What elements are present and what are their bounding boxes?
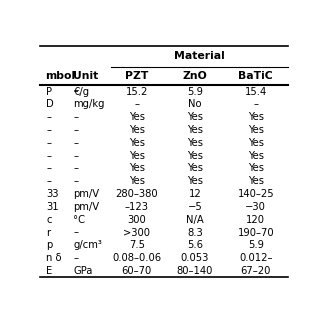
Text: 31: 31 <box>46 202 59 212</box>
Text: –: – <box>46 112 51 122</box>
Text: 300: 300 <box>127 215 146 225</box>
Text: P: P <box>46 87 52 97</box>
Text: Unit: Unit <box>74 71 99 81</box>
Text: Yes: Yes <box>248 125 264 135</box>
Text: 190–70: 190–70 <box>237 228 274 237</box>
Text: r: r <box>46 228 50 237</box>
Text: –123: –123 <box>125 202 149 212</box>
Text: –: – <box>134 100 139 109</box>
Text: Yes: Yes <box>248 138 264 148</box>
Text: 15.4: 15.4 <box>244 87 267 97</box>
Text: Yes: Yes <box>187 125 203 135</box>
Text: −30: −30 <box>245 202 266 212</box>
Text: Yes: Yes <box>129 176 145 186</box>
Text: Yes: Yes <box>248 176 264 186</box>
Text: 80–140: 80–140 <box>177 266 213 276</box>
Text: n δ: n δ <box>46 253 62 263</box>
Text: Yes: Yes <box>129 164 145 173</box>
Text: Yes: Yes <box>129 138 145 148</box>
Text: 5.9: 5.9 <box>187 87 203 97</box>
Text: 7.5: 7.5 <box>129 240 145 250</box>
Text: 0.053: 0.053 <box>181 253 209 263</box>
Text: –: – <box>74 125 78 135</box>
Text: N/A: N/A <box>186 215 204 225</box>
Text: 33: 33 <box>46 189 59 199</box>
Text: Yes: Yes <box>187 176 203 186</box>
Text: PZT: PZT <box>125 71 148 81</box>
Text: 12: 12 <box>188 189 201 199</box>
Text: –: – <box>74 151 78 161</box>
Text: Yes: Yes <box>187 112 203 122</box>
Text: No: No <box>188 100 202 109</box>
Text: Yes: Yes <box>187 138 203 148</box>
Text: 0.012–: 0.012– <box>239 253 273 263</box>
Text: p: p <box>46 240 52 250</box>
Text: –: – <box>46 176 51 186</box>
Text: 67–20: 67–20 <box>241 266 271 276</box>
Text: 5.6: 5.6 <box>187 240 203 250</box>
Text: –: – <box>74 138 78 148</box>
Text: –: – <box>46 125 51 135</box>
Text: >300: >300 <box>123 228 150 237</box>
Text: g/cm³: g/cm³ <box>74 240 102 250</box>
Text: BaTiC: BaTiC <box>238 71 273 81</box>
Text: GPa: GPa <box>74 266 93 276</box>
Text: ZnO: ZnO <box>183 71 207 81</box>
Text: –: – <box>46 138 51 148</box>
Text: Yes: Yes <box>248 151 264 161</box>
Text: E: E <box>46 266 52 276</box>
Text: mbol: mbol <box>45 71 75 81</box>
Text: Yes: Yes <box>129 112 145 122</box>
Text: Yes: Yes <box>248 112 264 122</box>
Text: Yes: Yes <box>187 164 203 173</box>
Text: –: – <box>74 176 78 186</box>
Text: mg/kg: mg/kg <box>74 100 105 109</box>
Text: D: D <box>46 100 54 109</box>
Text: 280–380: 280–380 <box>116 189 158 199</box>
Text: 140–25: 140–25 <box>237 189 274 199</box>
Text: –: – <box>74 253 78 263</box>
Text: pm/V: pm/V <box>74 202 100 212</box>
Text: –: – <box>46 151 51 161</box>
Text: –: – <box>253 100 258 109</box>
Text: c: c <box>46 215 52 225</box>
Text: –: – <box>46 164 51 173</box>
Text: 0.08–0.06: 0.08–0.06 <box>112 253 161 263</box>
Text: −5: −5 <box>188 202 202 212</box>
Text: 15.2: 15.2 <box>125 87 148 97</box>
Text: –: – <box>74 112 78 122</box>
Text: Yes: Yes <box>129 151 145 161</box>
Text: 60–70: 60–70 <box>122 266 152 276</box>
Text: pm/V: pm/V <box>74 189 100 199</box>
Text: °C: °C <box>74 215 85 225</box>
Text: 8.3: 8.3 <box>187 228 203 237</box>
Text: Yes: Yes <box>187 151 203 161</box>
Text: 120: 120 <box>246 215 265 225</box>
Text: €/g: €/g <box>74 87 90 97</box>
Text: 5.9: 5.9 <box>248 240 264 250</box>
Text: Yes: Yes <box>248 164 264 173</box>
Text: Material: Material <box>174 51 225 61</box>
Text: Yes: Yes <box>129 125 145 135</box>
Text: –: – <box>74 164 78 173</box>
Text: –: – <box>74 228 78 237</box>
